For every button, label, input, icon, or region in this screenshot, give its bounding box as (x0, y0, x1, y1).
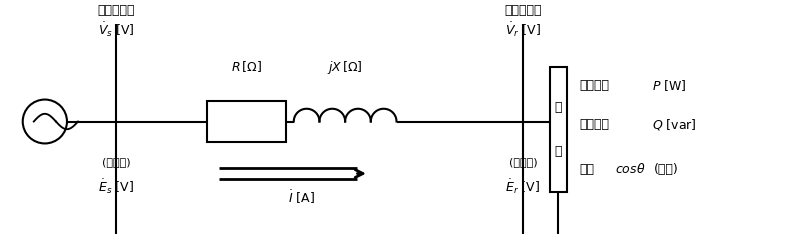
Bar (207, 102, 285, 141)
Text: (遅れ): (遅れ) (654, 163, 679, 176)
Text: $\dot{V}_r$ [V]: $\dot{V}_r$ [V] (505, 20, 541, 39)
Text: $Q$ [var]: $Q$ [var] (652, 117, 696, 132)
Text: $\dot{E}_s$ [V]: $\dot{E}_s$ [V] (98, 178, 134, 197)
Text: 荷: 荷 (555, 145, 562, 158)
Text: $cos\theta$: $cos\theta$ (615, 162, 645, 176)
Text: $\dot{E}_r$ [V]: $\dot{E}_r$ [V] (505, 178, 541, 197)
Text: 有効電力: 有効電力 (579, 78, 609, 92)
Text: 受電端電圧: 受電端電圧 (504, 5, 542, 17)
Text: 力率: 力率 (579, 163, 594, 176)
Text: $\dot{V}_s$ [V]: $\dot{V}_s$ [V] (98, 20, 134, 39)
Text: $\dot{I}$ [A]: $\dot{I}$ [A] (288, 189, 315, 206)
Text: 送電端電圧: 送電端電圧 (98, 5, 135, 17)
Text: $P$ [W]: $P$ [W] (652, 78, 686, 93)
Bar (550, 68, 567, 191)
Text: (相電圧): (相電圧) (508, 156, 537, 166)
Text: $R\,[\Omega]$: $R\,[\Omega]$ (231, 60, 262, 75)
Text: (相電圧): (相電圧) (102, 156, 130, 166)
Text: 負: 負 (555, 101, 562, 113)
Text: 無効電力: 無効電力 (579, 118, 609, 131)
Text: $jX\,[\Omega]$: $jX\,[\Omega]$ (328, 59, 363, 76)
